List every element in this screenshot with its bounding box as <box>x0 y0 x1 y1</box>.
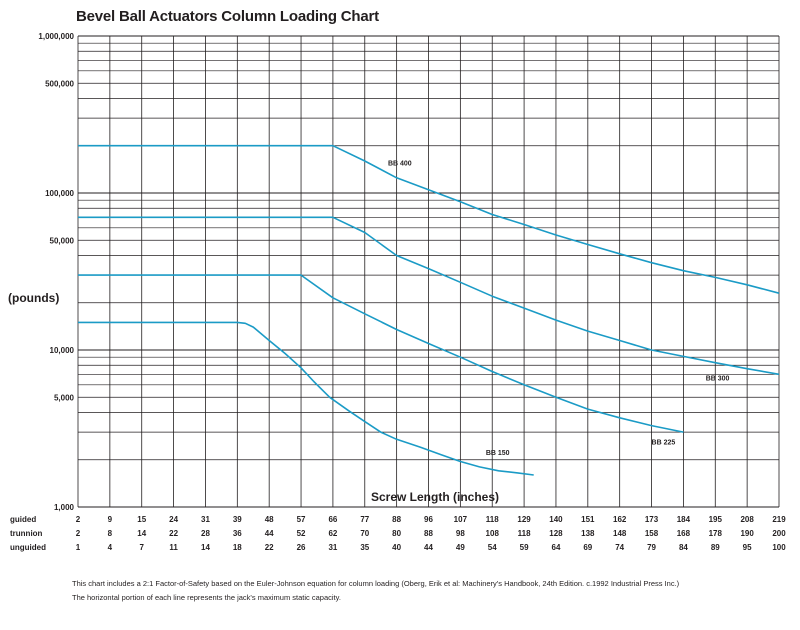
x-tick-label: 77 <box>360 515 369 524</box>
x-row-name: guided <box>10 515 36 524</box>
y-axis-label: (pounds) <box>8 291 60 305</box>
x-tick-label: 128 <box>549 529 563 538</box>
x-tick-label: 148 <box>613 529 627 538</box>
x-tick-label: 22 <box>169 529 178 538</box>
x-tick-label: 31 <box>328 543 337 552</box>
x-tick-label: 24 <box>169 515 178 524</box>
x-tick-label: 140 <box>549 515 563 524</box>
x-tick-label: 200 <box>772 529 786 538</box>
x-tick-label: 107 <box>454 515 468 524</box>
x-tick-label: 36 <box>233 529 242 538</box>
x-tick-label: 178 <box>709 529 723 538</box>
x-tick-label: 11 <box>169 543 178 552</box>
series-line-bb-150 <box>78 321 534 476</box>
y-tick-labels: 1,000 5,000 10,000 50,000 100,000 500,000 1,00… <box>38 32 74 512</box>
y-tick-label: 10,000 <box>50 346 75 355</box>
x-tick-label: 158 <box>645 529 659 538</box>
x-tick-label: 35 <box>360 543 369 552</box>
x-tick-label: 18 <box>233 543 242 552</box>
x-tick-label: 31 <box>201 515 210 524</box>
x-tick-label: 62 <box>328 529 337 538</box>
x-tick-label: 173 <box>645 515 659 524</box>
x-tick-label: 138 <box>581 529 595 538</box>
x-tick-label: 95 <box>743 543 752 552</box>
x-tick-label: 184 <box>677 515 691 524</box>
x-tick-label: 190 <box>740 529 754 538</box>
x-tick-label: 1 <box>76 543 81 552</box>
x-tick-label: 219 <box>772 515 786 524</box>
x-tick-label: 57 <box>297 515 306 524</box>
x-tick-label: 40 <box>392 543 401 552</box>
x-tick-label: 64 <box>552 543 561 552</box>
x-tick-label: 28 <box>201 529 210 538</box>
y-tick-label: 50,000 <box>50 236 75 245</box>
x-tick-label: 118 <box>486 515 499 524</box>
series-line-bb-300 <box>78 216 780 376</box>
x-tick-label: 49 <box>456 543 465 552</box>
x-tick-label: 15 <box>137 515 146 524</box>
series-label: BB 225 <box>652 440 676 447</box>
x-axis-label: Screw Length (inches) <box>370 490 500 504</box>
x-tick-label: 98 <box>456 529 465 538</box>
x-tick-label: 8 <box>108 529 113 538</box>
x-tick-label: 2 <box>76 515 81 524</box>
x-row-name: trunnion <box>10 529 43 538</box>
footnote-static-capacity: The horizontal portion of each line repr… <box>72 593 341 602</box>
x-tick-label: 14 <box>201 543 210 552</box>
chart-title: Bevel Ball Actuators Column Loading Char… <box>76 8 379 25</box>
x-tick-label: 4 <box>108 543 113 552</box>
x-tick-label: 59 <box>520 543 529 552</box>
x-tick-label: 118 <box>518 529 531 538</box>
x-tick-label: 151 <box>581 515 595 524</box>
x-tick-label: 69 <box>583 543 592 552</box>
x-tick-label: 48 <box>265 515 274 524</box>
x-tick-label: 80 <box>392 529 401 538</box>
series-label: BB 400 <box>388 160 412 167</box>
x-tick-label: 208 <box>740 515 754 524</box>
x-tick-label: 26 <box>297 543 306 552</box>
x-tick-label: 66 <box>328 515 337 524</box>
x-tick-label: 96 <box>424 515 433 524</box>
y-tick-label: 500,000 <box>45 79 74 88</box>
x-tick-label: 162 <box>613 515 627 524</box>
series-label: BB 300 <box>706 375 730 382</box>
x-tick-label: 22 <box>265 543 274 552</box>
footnote-factor-of-safety: This chart includes a 2:1 Factor-of-Safe… <box>72 579 680 588</box>
x-tick-label: 100 <box>772 543 786 552</box>
x-tick-label: 168 <box>677 529 691 538</box>
grid <box>77 35 780 508</box>
x-tick-label: 52 <box>297 529 306 538</box>
x-tick-label: 88 <box>392 515 401 524</box>
x-tick-label: 44 <box>424 543 433 552</box>
series-curves: BB 400 BB 300 BB 225 BB 150 <box>78 144 780 476</box>
x-tick-label: 54 <box>488 543 497 552</box>
x-row-name: unguided <box>10 543 46 552</box>
x-tick-label: 195 <box>709 515 723 524</box>
x-tick-label: 84 <box>679 543 688 552</box>
x-tick-label: 70 <box>360 529 369 538</box>
x-tick-label: 7 <box>140 543 145 552</box>
x-tick-label: 108 <box>486 529 500 538</box>
x-tick-label: 9 <box>108 515 113 524</box>
series-line-bb-400 <box>78 144 780 294</box>
x-tick-label: 129 <box>517 515 531 524</box>
series-line-bb-225 <box>78 274 684 433</box>
x-tick-label: 89 <box>711 543 720 552</box>
x-tick-label: 14 <box>137 529 146 538</box>
y-tick-label: 5,000 <box>54 393 75 402</box>
y-tick-label: 1,000,000 <box>38 32 74 41</box>
series-label: BB 150 <box>486 450 510 457</box>
x-tick-label: 2 <box>76 529 81 538</box>
x-tick-label: 79 <box>647 543 656 552</box>
x-axis-rows: guided 2 9 15 24 31 39 48 57 66 77 88 96 107 118 129 140… <box>10 515 786 552</box>
y-tick-label: 100,000 <box>45 189 74 198</box>
x-tick-label: 44 <box>265 529 274 538</box>
y-tick-label: 1,000 <box>54 503 75 512</box>
x-tick-label: 88 <box>424 529 433 538</box>
x-tick-label: 39 <box>233 515 242 524</box>
x-tick-label: 74 <box>615 543 624 552</box>
